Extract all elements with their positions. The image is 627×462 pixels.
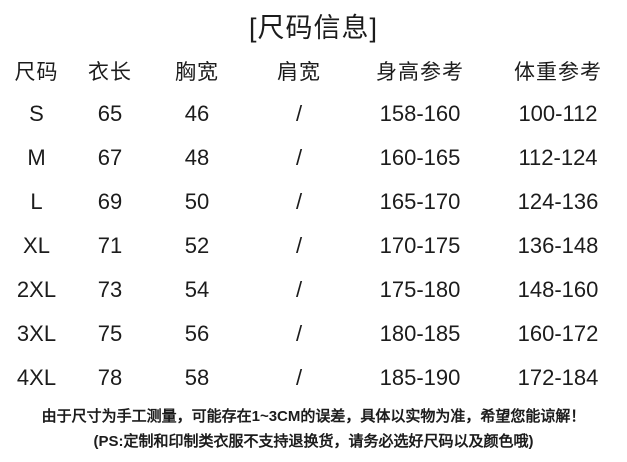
table-row: M 67 48 / 160-165 112-124: [0, 136, 627, 180]
cell-shoulder-width: /: [295, 101, 303, 126]
table-row: 4XL 78 58 / 185-190 172-184: [0, 356, 627, 400]
cell-garment-length: 71: [97, 233, 123, 258]
table-row: 2XL 73 54 / 175-180 148-160: [0, 268, 627, 312]
cell-garment-length: 69: [97, 189, 123, 214]
cell-chest-width: 46: [184, 101, 210, 126]
cell-shoulder-width: /: [295, 189, 303, 214]
cell-weight-reference: 100-112: [518, 101, 598, 126]
no-return-policy-note: (PS:定制和印制类衣服不支持退换货，请务必选好尺码以及颜色哦): [93, 433, 534, 450]
cell-chest-width: 54: [184, 277, 210, 302]
column-header-height-reference: 身高参考: [376, 61, 464, 84]
cell-size: S: [29, 101, 44, 126]
table-row: 3XL 75 56 / 180-185 160-172: [0, 312, 627, 356]
cell-garment-length: 78: [97, 365, 123, 390]
cell-chest-width: 48: [184, 145, 210, 170]
cell-height-reference: 180-185: [379, 321, 461, 346]
cell-chest-width: 58: [184, 365, 210, 390]
cell-shoulder-width: /: [295, 277, 303, 302]
column-header-weight-reference: 体重参考: [514, 61, 602, 84]
cell-chest-width: 50: [184, 189, 210, 214]
cell-weight-reference: 136-148: [517, 233, 599, 258]
cell-shoulder-width: /: [295, 321, 303, 346]
cell-height-reference: 170-175: [379, 233, 461, 258]
column-header-size: 尺码: [14, 61, 59, 84]
cell-height-reference: 185-190: [379, 365, 461, 390]
cell-size: XL: [23, 233, 50, 258]
cell-size: 3XL: [16, 321, 57, 346]
cell-shoulder-width: /: [295, 145, 303, 170]
size-table-body: S 65 46 / 158-160 100-112 M 67 48 / 160-165 112-124…: [0, 92, 627, 400]
table-row: XL 71 52 / 170-175 136-148: [0, 224, 627, 268]
cell-size: M: [27, 145, 46, 170]
measurement-tolerance-note: 由于尺寸为手工测量，可能存在1~3CM的误差，具体以实物为准，希望您能谅解！: [41, 408, 586, 425]
cell-height-reference: 175-180: [379, 277, 461, 302]
cell-garment-length: 75: [97, 321, 123, 346]
cell-weight-reference: 124-136: [517, 189, 599, 214]
column-header-shoulder-width: 肩宽: [277, 61, 321, 84]
column-header-garment-length: 衣长: [88, 61, 132, 84]
cell-garment-length: 73: [97, 277, 123, 302]
cell-shoulder-width: /: [295, 365, 303, 390]
cell-height-reference: 160-165: [379, 145, 461, 170]
cell-shoulder-width: /: [295, 233, 303, 258]
cell-weight-reference: 148-160: [517, 277, 599, 302]
cell-height-reference: 165-170: [379, 189, 461, 214]
cell-height-reference: 158-160: [379, 101, 461, 126]
cell-weight-reference: 160-172: [517, 321, 599, 346]
cell-garment-length: 65: [97, 101, 123, 126]
page-title: [尺码信息]: [248, 12, 378, 43]
column-header-chest-width: 胸宽: [175, 61, 219, 84]
table-row: L 69 50 / 165-170 124-136: [0, 180, 627, 224]
cell-chest-width: 56: [184, 321, 210, 346]
cell-size: 2XL: [16, 277, 57, 302]
cell-weight-reference: 112-124: [518, 145, 598, 170]
cell-size: 4XL: [16, 365, 57, 390]
size-table: 尺码 衣长 胸宽 肩宽 身高参考 体重参考 S 65 46 / 158-160 100-112 M 67…: [0, 50, 627, 400]
footer-notes: 由于尺寸为手工测量，可能存在1~3CM的误差，具体以实物为准，希望您能谅解！ (…: [0, 404, 627, 454]
cell-weight-reference: 172-184: [517, 365, 599, 390]
size-table-header-row: 尺码 衣长 胸宽 肩宽 身高参考 体重参考: [0, 50, 627, 92]
cell-garment-length: 67: [97, 145, 123, 170]
table-row: S 65 46 / 158-160 100-112: [0, 92, 627, 136]
cell-size: L: [30, 189, 43, 214]
cell-chest-width: 52: [184, 233, 210, 258]
